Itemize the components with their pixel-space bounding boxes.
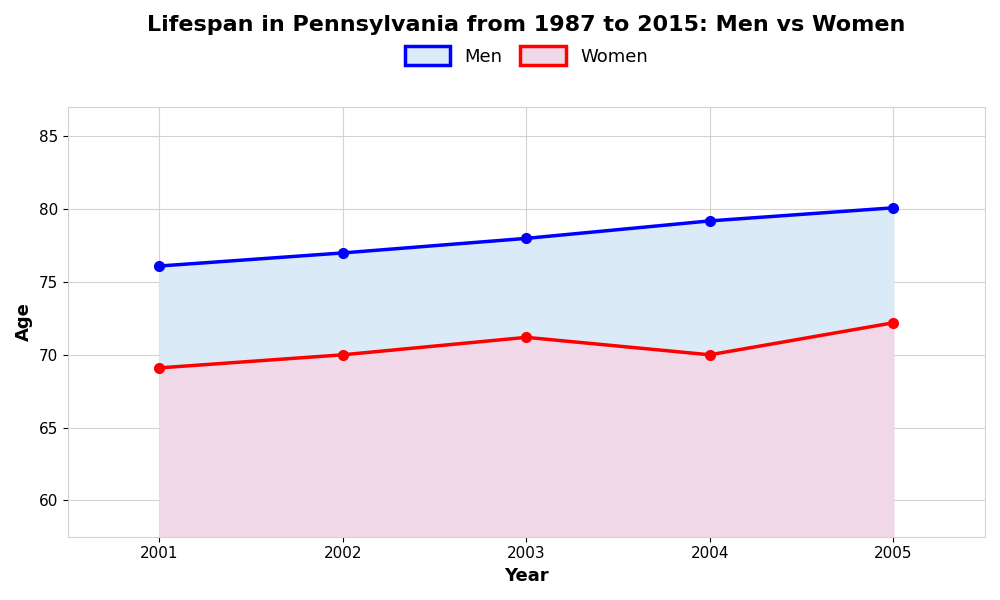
Title: Lifespan in Pennsylvania from 1987 to 2015: Men vs Women: Lifespan in Pennsylvania from 1987 to 20… (147, 15, 906, 35)
X-axis label: Year: Year (504, 567, 549, 585)
Legend: Men, Women: Men, Women (398, 39, 655, 73)
Y-axis label: Age: Age (15, 302, 33, 341)
